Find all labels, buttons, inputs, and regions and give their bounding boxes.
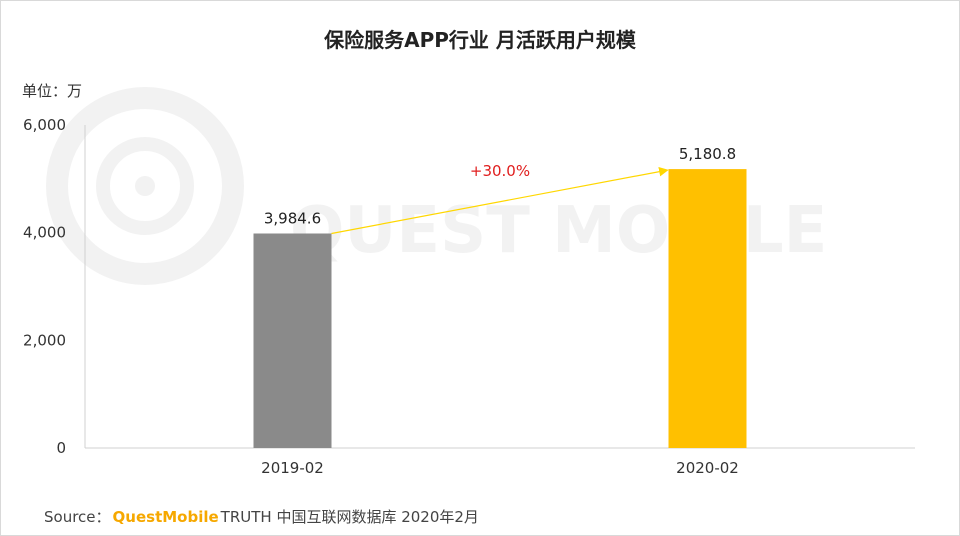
bar-2019-02 <box>253 233 332 448</box>
watermark-text: QUEST MOBILE <box>290 194 827 268</box>
y-tick-label: 2,000 <box>23 331 66 349</box>
chart-title: 保险服务APP行业 月活跃用户规模 <box>324 28 636 52</box>
source-detail: TRUTH 中国互联网数据库 2020年2月 <box>220 508 479 526</box>
watermark-logo-icon <box>46 87 244 285</box>
y-tick-group: 0 2,000 4,000 6,000 <box>23 116 66 457</box>
x-tick-label: 2020-02 <box>676 459 739 477</box>
data-label-group: 3,984.6 5,180.8 <box>264 145 736 227</box>
y-tick-label: 0 <box>56 439 66 457</box>
bar-group <box>253 169 747 448</box>
brand-name: QuestMobile <box>112 508 219 526</box>
data-label: 5,180.8 <box>679 145 736 163</box>
unit-label: 单位：万 <box>22 82 83 100</box>
bar-2020-02 <box>668 169 747 448</box>
growth-arrow <box>331 166 669 235</box>
source-label: Source： <box>44 508 111 526</box>
x-tick-group: 2019-02 2020-02 <box>261 459 739 477</box>
y-tick-label: 6,000 <box>23 116 66 134</box>
y-tick-label: 4,000 <box>23 224 66 242</box>
growth-annotation: +30.0% <box>470 162 530 180</box>
source-footer: Source： QuestMobile TRUTH 中国互联网数据库 2020年2月 <box>44 506 479 527</box>
x-tick-label: 2019-02 <box>261 459 324 477</box>
data-label: 3,984.6 <box>264 209 321 227</box>
